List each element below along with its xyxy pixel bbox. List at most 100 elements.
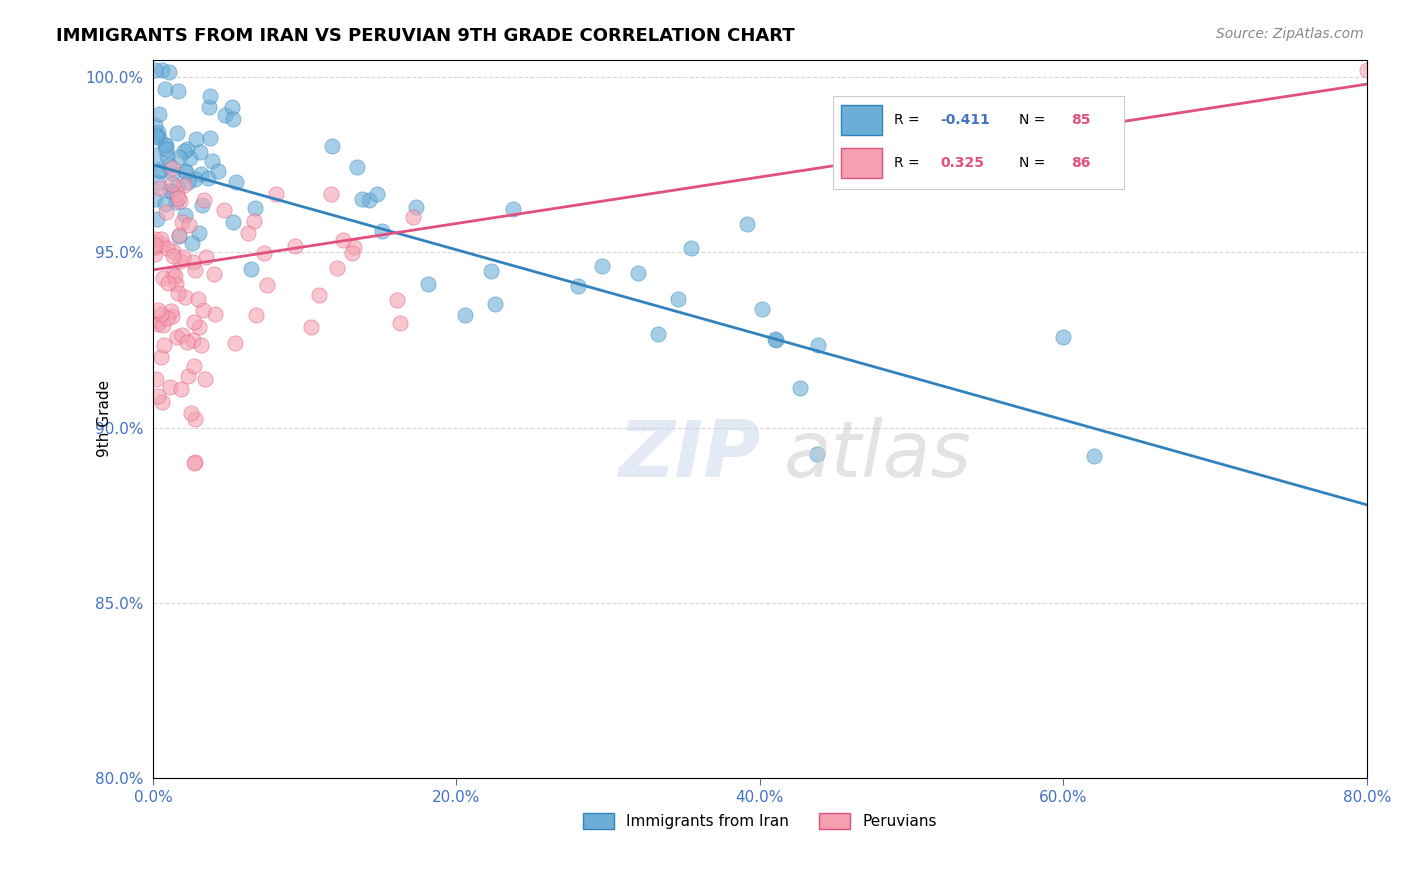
Point <box>484 297 506 311</box>
Point <box>165 268 187 283</box>
Point <box>150 395 173 409</box>
Point <box>157 65 180 79</box>
Point <box>162 268 184 282</box>
Point <box>188 226 211 240</box>
Point <box>169 149 191 163</box>
Point <box>169 253 191 268</box>
Point <box>184 263 207 277</box>
Point <box>370 224 392 238</box>
Point <box>221 100 243 114</box>
Point <box>162 244 184 258</box>
Point <box>143 63 166 78</box>
Point <box>184 132 207 146</box>
Point <box>150 232 173 246</box>
Point <box>319 186 342 201</box>
Point <box>174 164 197 178</box>
Point <box>167 229 190 244</box>
Point <box>180 406 202 420</box>
Point <box>162 184 184 198</box>
Point <box>173 178 195 192</box>
Point <box>201 153 224 168</box>
Point <box>157 158 180 172</box>
Point <box>238 226 260 240</box>
Point <box>176 335 198 350</box>
Point <box>245 308 267 322</box>
Point <box>567 278 589 293</box>
Point <box>591 260 613 274</box>
Point <box>253 246 276 260</box>
Point <box>308 287 330 301</box>
Point <box>148 318 170 332</box>
Point <box>170 327 193 342</box>
Point <box>243 214 266 228</box>
Point <box>148 176 170 190</box>
Point <box>179 218 201 232</box>
Point <box>179 152 201 166</box>
Point <box>157 276 180 290</box>
Point <box>214 108 236 122</box>
Point <box>359 194 381 208</box>
Point <box>145 127 167 141</box>
Point <box>188 145 211 159</box>
Point <box>143 232 166 246</box>
Point <box>418 277 440 291</box>
Point <box>180 236 202 251</box>
Point <box>1052 330 1074 344</box>
Point <box>145 372 167 386</box>
Point <box>153 82 176 96</box>
Point <box>155 138 177 153</box>
Point <box>385 293 408 307</box>
Point <box>240 262 263 277</box>
Point <box>195 250 218 264</box>
Point <box>1083 449 1105 463</box>
Point <box>679 241 702 255</box>
Point <box>153 138 176 153</box>
Point <box>152 270 174 285</box>
Point <box>200 89 222 103</box>
Point <box>191 302 214 317</box>
Point <box>166 286 188 301</box>
Point <box>143 237 166 252</box>
Point <box>806 447 828 461</box>
Point <box>173 164 195 178</box>
Point <box>146 212 169 227</box>
Point <box>332 233 354 247</box>
Point <box>143 246 166 260</box>
Point <box>191 198 214 212</box>
Point <box>502 202 524 216</box>
Point <box>225 175 247 189</box>
Point <box>162 249 184 263</box>
Point <box>763 332 786 346</box>
Point <box>454 308 477 322</box>
Point <box>350 192 373 206</box>
Point <box>343 240 366 254</box>
Point <box>183 255 205 269</box>
Point <box>224 336 246 351</box>
Point <box>181 333 204 347</box>
Point <box>160 310 183 324</box>
Point <box>402 211 425 225</box>
Point <box>155 142 177 156</box>
Point <box>186 292 208 306</box>
Point <box>155 205 177 219</box>
Point <box>143 192 166 206</box>
Point <box>146 389 169 403</box>
Point <box>198 100 221 114</box>
Point <box>165 277 187 291</box>
Point <box>160 177 183 191</box>
Point <box>765 334 787 348</box>
Point <box>666 292 689 306</box>
Point <box>183 456 205 470</box>
Point <box>806 338 828 352</box>
Point <box>264 186 287 201</box>
Point <box>146 125 169 139</box>
Text: Source: ZipAtlas.com: Source: ZipAtlas.com <box>1216 27 1364 41</box>
Point <box>148 107 170 121</box>
Point <box>143 119 166 133</box>
Point <box>166 84 188 98</box>
Point <box>170 382 193 396</box>
Point <box>190 337 212 351</box>
Point <box>299 320 322 334</box>
Point <box>321 139 343 153</box>
Point <box>167 192 190 206</box>
